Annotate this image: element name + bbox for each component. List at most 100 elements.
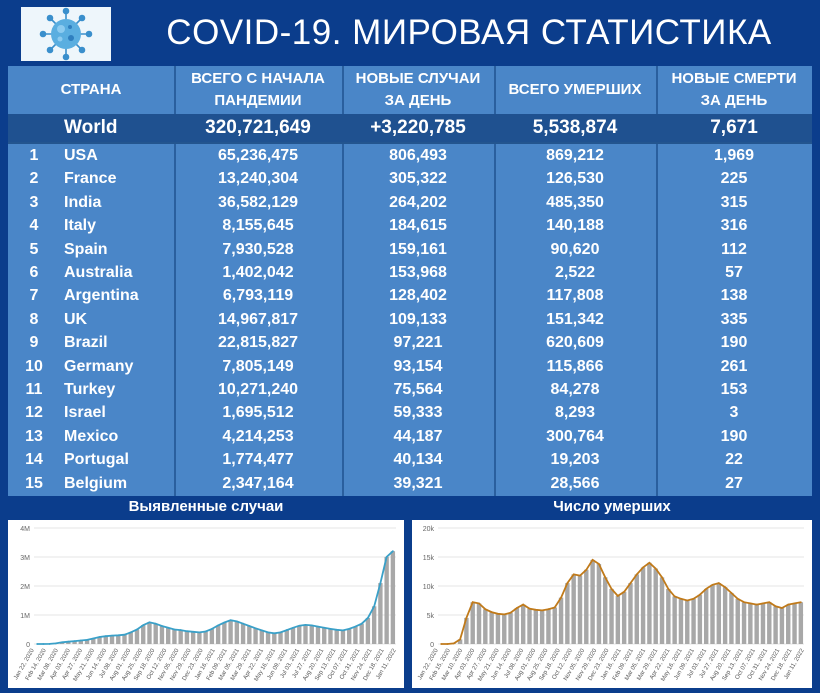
- cases-bar: [341, 630, 345, 644]
- row-rank: 6: [8, 261, 60, 284]
- cases-bar: [328, 629, 332, 644]
- row-total-cases: 1,774,477: [174, 448, 342, 471]
- cases-bar: [310, 625, 314, 644]
- cases-point: [117, 634, 119, 636]
- row-country: Turkey: [64, 378, 174, 401]
- cases-bar: [241, 624, 245, 644]
- deaths-bar: [736, 599, 740, 644]
- deaths-point: [617, 595, 619, 597]
- deaths-point: [787, 604, 789, 606]
- row-new-cases: 806,493: [342, 144, 494, 167]
- cases-bar: [303, 625, 307, 644]
- cases-point: [161, 625, 163, 627]
- cases-bar: [372, 606, 376, 644]
- header-new-deaths: НОВЫЕ СМЕРТИ ЗА ДЕНЬ: [656, 68, 812, 112]
- deaths-bar: [622, 592, 626, 644]
- cases-bar: [266, 632, 270, 644]
- row-country: Spain: [64, 238, 174, 261]
- cases-point: [198, 632, 200, 634]
- row-total-cases: 13,240,304: [174, 167, 342, 190]
- deaths-point: [667, 588, 669, 590]
- row-new-cases: 153,968: [342, 261, 494, 284]
- deaths-point: [566, 582, 568, 584]
- row-new-deaths: 316: [656, 214, 812, 237]
- statistics-table: СТРАНА ВСЕГО С НАЧАЛА ПАНДЕМИИ НОВЫЕ СЛУ…: [8, 66, 812, 496]
- cases-point: [392, 550, 394, 552]
- cases-bar: [203, 632, 207, 644]
- deaths-bar: [780, 608, 784, 644]
- deaths-bar: [578, 576, 582, 644]
- cases-bar: [247, 626, 251, 644]
- deaths-bar: [799, 602, 803, 644]
- deaths-point: [554, 607, 556, 609]
- deaths-point: [623, 591, 625, 593]
- deaths-bar: [685, 601, 689, 645]
- row-new-cases: 159,161: [342, 238, 494, 261]
- cases-bar: [147, 622, 151, 644]
- row-total-deaths: 140,188: [494, 214, 656, 237]
- deaths-point: [749, 603, 751, 605]
- world-new-cases: +3,220,785: [342, 114, 494, 142]
- row-total-cases: 6,793,119: [174, 284, 342, 307]
- cases-point: [311, 625, 313, 627]
- deaths-y-tick-label: 15k: [423, 555, 435, 562]
- row-total-cases: 7,805,149: [174, 355, 342, 378]
- cases-point: [217, 625, 219, 627]
- deaths-point: [699, 594, 701, 596]
- deaths-bar: [540, 610, 544, 644]
- row-total-cases: 2,347,164: [174, 472, 342, 495]
- cases-point: [386, 556, 388, 558]
- deaths-bar: [546, 609, 550, 644]
- row-total-cases: 4,214,253: [174, 425, 342, 448]
- row-country: Argentina: [64, 284, 174, 307]
- deaths-point: [731, 592, 733, 594]
- header-new-cases-line1: НОВЫЕ СЛУЧАИ: [342, 68, 494, 90]
- deaths-bar: [723, 587, 727, 644]
- deaths-bar: [515, 608, 519, 644]
- row-rank: 7: [8, 284, 60, 307]
- deaths-y-tick-label: 20k: [423, 526, 435, 533]
- row-total-cases: 1,695,512: [174, 401, 342, 424]
- cases-bar: [110, 636, 114, 644]
- row-rank: 14: [8, 448, 60, 471]
- row-country: Portugal: [64, 448, 174, 471]
- row-country: USA: [64, 144, 174, 167]
- cases-point: [248, 625, 250, 627]
- row-total-deaths: 28,566: [494, 472, 656, 495]
- cases-bar: [116, 635, 120, 644]
- cases-point: [86, 639, 88, 641]
- row-total-deaths: 90,620: [494, 238, 656, 261]
- row-rank: 10: [8, 355, 60, 378]
- deaths-bar: [553, 607, 557, 644]
- deaths-bar: [477, 603, 481, 644]
- cases-series-line: [37, 551, 393, 644]
- cases-point: [67, 641, 69, 643]
- cases-point: [355, 626, 357, 628]
- row-new-deaths: 335: [656, 308, 812, 331]
- deaths-point: [459, 638, 461, 640]
- cases-point: [55, 643, 57, 645]
- deaths-point: [465, 617, 467, 619]
- deaths-bar: [597, 564, 601, 644]
- row-total-deaths: 8,293: [494, 401, 656, 424]
- cases-point: [280, 632, 282, 634]
- deaths-bar: [534, 610, 538, 644]
- cases-bar: [366, 618, 370, 644]
- cases-point: [80, 640, 82, 642]
- deaths-point: [630, 582, 632, 584]
- cases-y-tick-label: 3M: [20, 555, 30, 562]
- deaths-bar: [710, 585, 714, 644]
- cases-y-tick-label: 2M: [20, 584, 30, 591]
- cases-bar: [160, 626, 164, 644]
- world-row: World 320,721,649 +3,220,785 5,538,874 7…: [8, 114, 812, 142]
- row-rank: 2: [8, 167, 60, 190]
- cases-point: [286, 629, 288, 631]
- row-total-cases: 1,402,042: [174, 261, 342, 284]
- page-title: COVID-19. МИРОВАЯ СТАТИСТИКА: [118, 0, 820, 66]
- row-new-cases: 75,564: [342, 378, 494, 401]
- header-country: СТРАНА: [8, 79, 174, 101]
- deaths-point: [794, 603, 796, 605]
- deaths-bar: [559, 598, 563, 644]
- deaths-point: [775, 605, 777, 607]
